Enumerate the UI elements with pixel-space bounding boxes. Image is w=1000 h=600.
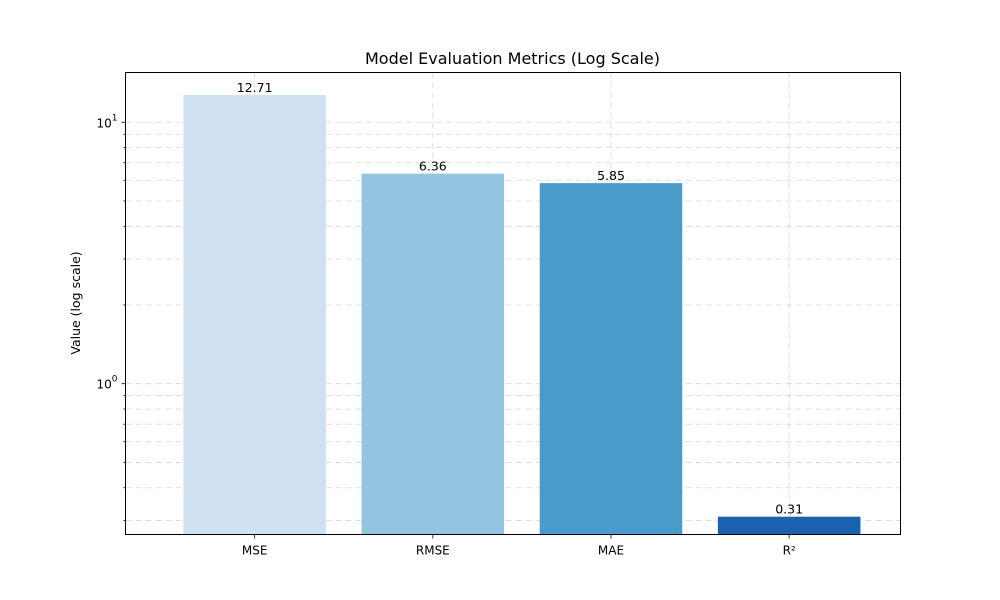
x-tick-label: MAE [598, 544, 624, 558]
chart-title: Model Evaluation Metrics (Log Scale) [365, 49, 660, 68]
data-label: 6.36 [419, 159, 447, 174]
y-axis-label: Value (log scale) [68, 251, 83, 354]
y-tick-label-base: 10 [96, 378, 111, 392]
x-tick-label: R² [783, 544, 796, 558]
bar-r [717, 516, 861, 535]
x-tick-label: MSE [242, 544, 268, 558]
data-label: 5.85 [597, 168, 625, 183]
bars [183, 95, 861, 535]
plot-frame [125, 72, 901, 535]
data-labels: 12.71 6.36 5.85 0.31 [237, 80, 803, 517]
y-tick-label-exponent: 0 [112, 375, 118, 385]
y-tick-label: 101 [96, 113, 117, 130]
y-tick-label-exponent: 1 [112, 113, 118, 123]
bar-mae [539, 183, 683, 535]
y-tick-label: 100 [96, 375, 117, 392]
x-tick-label: RMSE [416, 544, 450, 558]
data-label: 12.71 [237, 80, 273, 95]
y-tick-label-base: 10 [96, 116, 111, 130]
data-label: 0.31 [775, 502, 803, 517]
bar-rmse [361, 173, 505, 535]
bar-mse [183, 95, 326, 535]
